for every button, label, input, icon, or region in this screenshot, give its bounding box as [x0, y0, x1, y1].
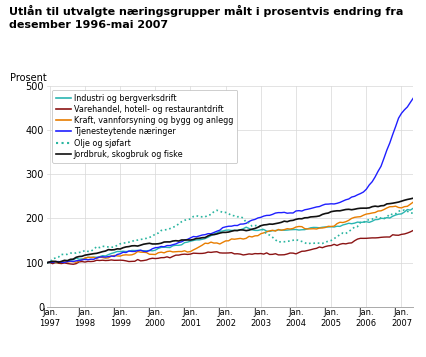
- Legend: Industri og bergverksdrift, Varehandel, hotell- og restaurantdrift, Kraft, vannf: Industri og bergverksdrift, Varehandel, …: [52, 90, 237, 163]
- Olje og sjøfart: [261, 228, 266, 233]
- Varehandel, hotell- og restaurantdrift: [273, 252, 278, 256]
- Varehandel, hotell- og restaurantdrift: [264, 251, 269, 255]
- Tjenesteytende næringer: [261, 214, 266, 218]
- Line: Olje og sjøfart: Olje og sjøfart: [47, 210, 413, 263]
- Text: Utlån til utvalgte næringsgrupper målt i prosentvis endring fra
desember 1996-ma: Utlån til utvalgte næringsgrupper målt i…: [9, 5, 403, 30]
- Varehandel, hotell- og restaurantdrift: [44, 261, 49, 265]
- Varehandel, hotell- og restaurantdrift: [411, 228, 416, 232]
- Industri og bergverksdrift: [44, 261, 49, 265]
- Text: Prosent: Prosent: [10, 74, 47, 84]
- Varehandel, hotell- og restaurantdrift: [220, 251, 225, 255]
- Tjenesteytende næringer: [138, 248, 143, 252]
- Kraft, vannforsyning og bygg og anlegg: [261, 231, 266, 235]
- Jordbruk, skogbruk og fiske: [261, 223, 266, 227]
- Tjenesteytende næringer: [44, 261, 49, 265]
- Kraft, vannforsyning og bygg og anlegg: [44, 261, 49, 265]
- Varehandel, hotell- og restaurantdrift: [141, 258, 146, 263]
- Tjenesteytende næringer: [270, 212, 275, 216]
- Jordbruk, skogbruk og fiske: [217, 231, 222, 235]
- Tjenesteytende næringer: [288, 211, 293, 215]
- Industri og bergverksdrift: [273, 228, 278, 233]
- Industri og bergverksdrift: [264, 229, 269, 233]
- Kraft, vannforsyning og bygg og anlegg: [68, 260, 73, 264]
- Industri og bergverksdrift: [291, 227, 296, 232]
- Line: Kraft, vannforsyning og bygg og anlegg: Kraft, vannforsyning og bygg og anlegg: [47, 202, 413, 263]
- Olje og sjøfart: [288, 239, 293, 243]
- Varehandel, hotell- og restaurantdrift: [291, 251, 296, 255]
- Jordbruk, skogbruk og fiske: [270, 222, 275, 226]
- Olje og sjøfart: [270, 235, 275, 240]
- Olje og sjøfart: [68, 251, 73, 255]
- Olje og sjøfart: [217, 209, 222, 213]
- Line: Industri og bergverksdrift: Industri og bergverksdrift: [47, 208, 413, 263]
- Industri og bergverksdrift: [141, 248, 146, 253]
- Kraft, vannforsyning og bygg og anlegg: [411, 200, 416, 204]
- Jordbruk, skogbruk og fiske: [138, 243, 143, 247]
- Industri og bergverksdrift: [59, 261, 64, 265]
- Kraft, vannforsyning og bygg og anlegg: [217, 242, 222, 246]
- Jordbruk, skogbruk og fiske: [288, 218, 293, 223]
- Tjenesteytende næringer: [217, 228, 222, 232]
- Varehandel, hotell- og restaurantdrift: [68, 262, 73, 266]
- Olje og sjøfart: [402, 208, 407, 212]
- Line: Varehandel, hotell- og restaurantdrift: Varehandel, hotell- og restaurantdrift: [47, 230, 413, 264]
- Industri og bergverksdrift: [411, 206, 416, 210]
- Jordbruk, skogbruk og fiske: [68, 257, 73, 261]
- Tjenesteytende næringer: [68, 259, 73, 263]
- Line: Tjenesteytende næringer: Tjenesteytende næringer: [47, 98, 413, 263]
- Jordbruk, skogbruk og fiske: [411, 196, 416, 200]
- Industri og bergverksdrift: [220, 229, 225, 233]
- Olje og sjøfart: [44, 261, 49, 265]
- Olje og sjøfart: [138, 237, 143, 242]
- Tjenesteytende næringer: [411, 96, 416, 100]
- Industri og bergverksdrift: [71, 258, 76, 262]
- Kraft, vannforsyning og bygg og anlegg: [138, 250, 143, 254]
- Varehandel, hotell- og restaurantdrift: [71, 262, 76, 266]
- Kraft, vannforsyning og bygg og anlegg: [270, 228, 275, 232]
- Kraft, vannforsyning og bygg og anlegg: [288, 227, 293, 231]
- Olje og sjøfart: [411, 211, 416, 215]
- Jordbruk, skogbruk og fiske: [44, 261, 49, 265]
- Line: Jordbruk, skogbruk og fiske: Jordbruk, skogbruk og fiske: [47, 198, 413, 263]
